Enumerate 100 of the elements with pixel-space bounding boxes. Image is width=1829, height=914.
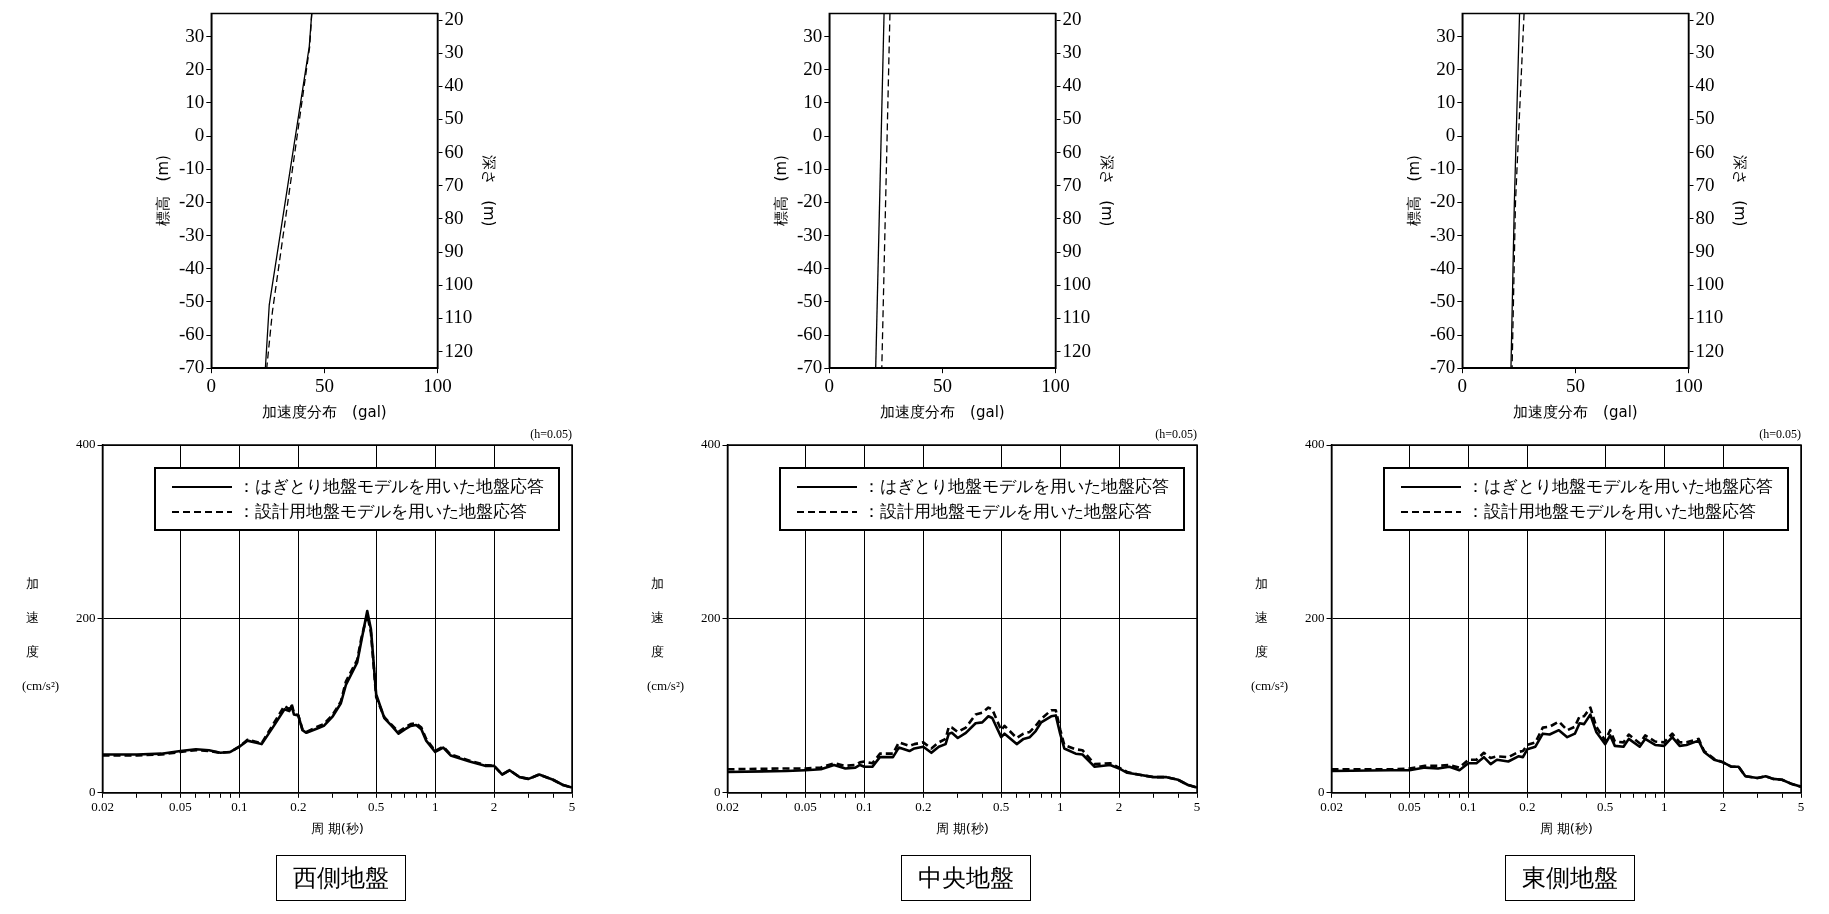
y2-tick-label: 30 [1695,41,1715,63]
y2-tick-label: 40 [444,74,464,96]
y2-tick-label: 20 [1695,8,1715,30]
y-tick-label: 20 [185,57,205,79]
y2-tick-label: 100 [444,273,473,295]
y-tick-label: -10 [179,157,205,179]
y-tick-label: -30 [797,223,823,245]
y2-tick-label: 80 [1062,206,1082,228]
x-tick-label: 100 [1041,374,1070,396]
x-tick-label: 5 [568,799,576,815]
y2-tick-label: 40 [1062,74,1082,96]
y-tick-label: 10 [185,90,205,112]
x-tick-label: 50 [932,374,952,396]
y-tick-label: -40 [797,256,823,278]
x-tick-label: 1 [1660,799,1668,815]
x-tick-label: 1 [431,799,439,815]
y2-tick-label: 110 [1695,306,1724,328]
y-tick-label: -50 [1430,289,1456,311]
x-tick-label: 5 [1797,799,1805,815]
legend-label: ：はぎとり地盤モデルを用いた地盤応答 [1467,475,1774,498]
y-tick-label: 30 [1436,24,1456,46]
y-tick-label: -70 [1430,356,1456,378]
y-tick-label: -20 [797,190,823,212]
y-tick-label: -10 [797,157,823,179]
text: 西側地盤 [276,855,406,901]
y-tick-label: 0 [1318,784,1325,800]
y2-tick-label: 120 [1062,339,1091,361]
y2-tick-label: 50 [1062,107,1082,129]
x-tick-label: 0.2 [915,799,932,815]
y-tick-label: 0 [194,124,205,146]
y-tick-label: 20 [1436,57,1456,79]
text: 中央地盤 [901,855,1031,901]
y-tick-label: -50 [179,289,205,311]
y-tick-label: -60 [179,323,205,345]
y2-tick-label: 100 [1695,273,1724,295]
text: 加速度(cm/s²) [22,576,60,693]
y2-tick-label: 70 [1695,173,1715,195]
x-tick-label: 0.2 [1519,799,1536,815]
y2-axis-title: 深さ (m) [1731,155,1750,227]
x-tick-label: 0.05 [794,799,817,815]
x-axis-title: 加速度分布 (gal) [880,402,1005,421]
y-tick-label: 200 [76,610,96,626]
y-axis-title: 標高 (m) [153,155,172,227]
x-tick-label: 5 [1193,799,1201,815]
y-tick-label: -30 [179,223,205,245]
x-tick-label: 0.02 [91,799,114,815]
y-tick-label: 0 [714,784,721,800]
legend-label: ：はぎとり地盤モデルを用いた地盤応答 [863,475,1170,498]
y-tick-label: 400 [1305,436,1325,452]
text: 加速度(cm/s²) [1251,576,1289,693]
y-tick-label: 0 [89,784,96,800]
x-tick-label: 0.5 [993,799,1010,815]
x-tick-label: 0.5 [1597,799,1614,815]
y-tick-label: -40 [179,256,205,278]
x-tick-label: 0.1 [1460,799,1477,815]
y2-tick-label: 120 [1695,339,1724,361]
y-axis-title: 標高 (m) [1404,155,1423,227]
x-tick-label: 0.5 [368,799,385,815]
y-tick-label: 200 [701,610,721,626]
y-tick-label: -70 [179,356,205,378]
y-tick-label: 30 [803,24,823,46]
y2-tick-label: 30 [1062,41,1082,63]
x-tick-label: 2 [490,799,498,815]
x-tick-label: 0.2 [290,799,307,815]
y-tick-label: 30 [185,24,205,46]
y-tick-label: 0 [1445,124,1456,146]
y-axis-title: 標高 (m) [771,155,790,227]
y2-axis-title: 深さ (m) [480,155,499,227]
y2-tick-label: 40 [1695,74,1715,96]
y-tick-label: -40 [1430,256,1456,278]
y2-tick-label: 70 [444,173,464,195]
y-tick-label: 20 [803,57,823,79]
y2-tick-label: 20 [444,8,464,30]
legend-label: ：はぎとり地盤モデルを用いた地盤応答 [238,475,545,498]
y2-tick-label: 90 [1695,240,1715,262]
y2-axis-title: 深さ (m) [1098,155,1117,227]
legend-label: ：設計用地盤モデルを用いた地盤応答 [238,500,528,523]
legend-label: ：設計用地盤モデルを用いた地盤応答 [1467,500,1757,523]
y2-tick-label: 80 [444,206,464,228]
x-axis-title: 加速度分布 (gal) [262,402,387,421]
y2-tick-label: 50 [444,107,464,129]
x-tick-label: 0.02 [716,799,739,815]
x-tick-label: 0.1 [856,799,873,815]
x-tick-label: 100 [423,374,452,396]
y-tick-label: -30 [1430,223,1456,245]
y2-tick-label: 90 [444,240,464,262]
legend-label: ：設計用地盤モデルを用いた地盤応答 [863,500,1153,523]
y2-tick-label: 90 [1062,240,1082,262]
x-axis-title: 周 期(秒) [310,820,364,836]
x-axis-title: 周 期(秒) [1539,820,1593,836]
x-tick-label: 0.05 [169,799,192,815]
y-tick-label: 10 [803,90,823,112]
y2-tick-label: 20 [1062,8,1082,30]
y-tick-label: -10 [1430,157,1456,179]
y-tick-label: -20 [179,190,205,212]
x-tick-label: 50 [1565,374,1585,396]
text: 加速度(cm/s²) [647,576,685,693]
y2-tick-label: 80 [1695,206,1715,228]
x-tick-label: 2 [1719,799,1727,815]
y-tick-label: 400 [76,436,96,452]
